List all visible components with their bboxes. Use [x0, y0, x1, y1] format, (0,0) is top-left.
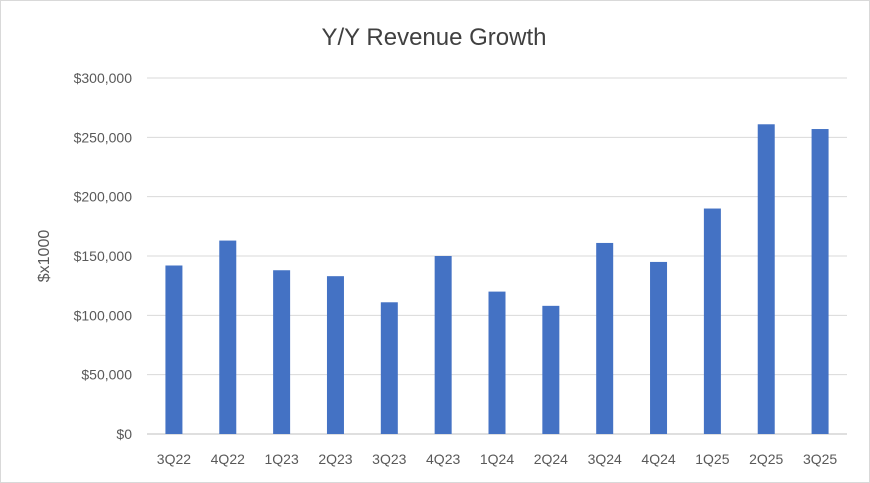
y-axis-label: $x1000 — [36, 230, 53, 283]
y-tick-label: $250,000 — [74, 129, 133, 145]
x-tick-label: 3Q23 — [372, 451, 406, 467]
bar-1Q23 — [273, 270, 291, 434]
x-tick-label: 1Q24 — [480, 451, 514, 467]
bar-3Q22 — [165, 265, 183, 434]
x-tick-label: 2Q24 — [534, 451, 568, 467]
bar-3Q24 — [596, 242, 614, 434]
bar-4Q23 — [434, 256, 452, 434]
bar-3Q25 — [811, 129, 829, 434]
bar-2Q23 — [326, 276, 344, 434]
y-tick-label: $200,000 — [74, 189, 133, 205]
y-tick-label: $100,000 — [74, 307, 133, 323]
y-tick-label: $150,000 — [74, 248, 133, 264]
y-tick-label: $0 — [116, 426, 132, 442]
bar-3Q23 — [380, 302, 398, 434]
y-tick-label: $50,000 — [81, 367, 132, 383]
x-tick-label: 1Q23 — [264, 451, 298, 467]
x-tick-label: 4Q23 — [426, 451, 460, 467]
x-tick-label: 3Q24 — [588, 451, 622, 467]
bar-1Q24 — [488, 291, 506, 434]
x-tick-label: 2Q23 — [318, 451, 352, 467]
bar-4Q24 — [650, 261, 668, 434]
x-tick-label: 4Q24 — [641, 451, 675, 467]
bar-1Q25 — [703, 208, 721, 434]
y-tick-label: $300,000 — [74, 70, 133, 86]
x-tick-label: 3Q22 — [157, 451, 191, 467]
x-tick-label: 3Q25 — [803, 451, 837, 467]
x-axis-ticks: 3Q22 4Q22 1Q23 2Q23 3Q23 4Q23 1Q24 2Q24 3Q24 4Q24… — [157, 451, 838, 467]
x-tick-label: 4Q22 — [211, 451, 245, 467]
x-tick-label: 1Q25 — [695, 451, 729, 467]
chart-title: Y/Y Revenue Growth — [321, 24, 546, 51]
bar-2Q24 — [542, 305, 560, 434]
y-axis-ticks: $0 $50,000 $100,000 $150,000 $200,000 $250,00… — [74, 70, 133, 442]
x-tick-label: 2Q25 — [749, 451, 783, 467]
bars — [165, 124, 829, 434]
bar-4Q22 — [219, 240, 237, 434]
bar-2Q25 — [757, 124, 775, 434]
